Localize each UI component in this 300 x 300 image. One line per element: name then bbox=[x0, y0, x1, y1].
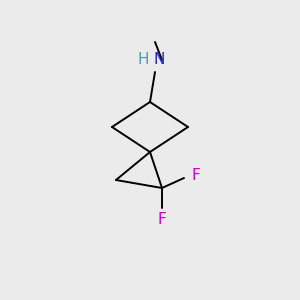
Text: N: N bbox=[153, 52, 165, 68]
Text: F: F bbox=[192, 169, 200, 184]
Text: F: F bbox=[158, 212, 166, 227]
Text: H: H bbox=[137, 52, 149, 68]
